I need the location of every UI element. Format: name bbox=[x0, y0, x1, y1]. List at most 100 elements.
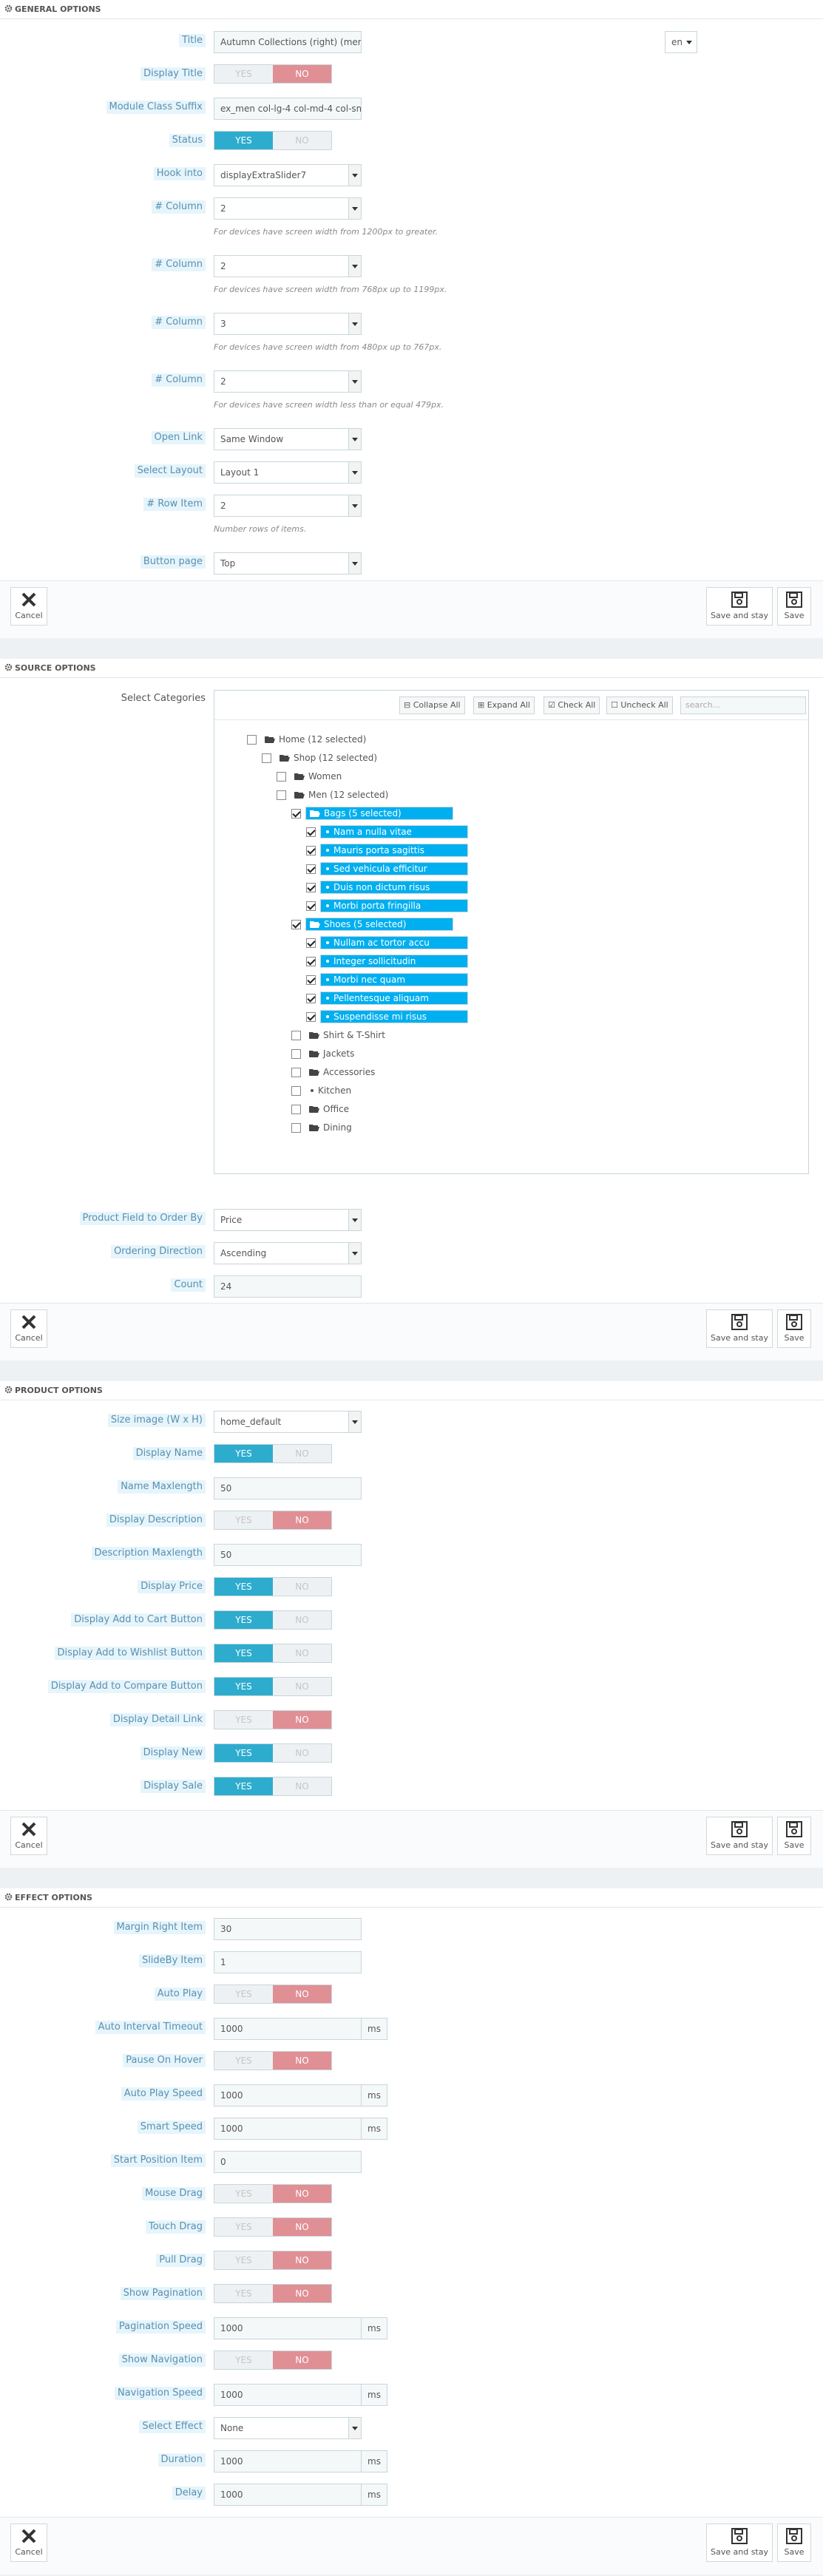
tree-node-checkbox[interactable] bbox=[306, 901, 316, 911]
display-price-switch[interactable]: YES NO bbox=[214, 1577, 332, 1596]
switch-no[interactable]: NO bbox=[295, 135, 309, 146]
tree-node[interactable]: Shirt & T-Shirt bbox=[291, 1028, 389, 1043]
tree-node[interactable]: Accessories bbox=[291, 1065, 379, 1079]
switch-no[interactable]: NO bbox=[273, 1711, 331, 1729]
switch-yes[interactable]: YES bbox=[235, 2355, 252, 2365]
column-xs-select[interactable]: 2 bbox=[214, 370, 362, 393]
switch-yes[interactable]: YES bbox=[235, 1715, 252, 1725]
tree-node-label[interactable]: Shoes (5 selected) bbox=[305, 918, 453, 931]
tree-node[interactable]: Kitchen bbox=[291, 1083, 355, 1098]
tree-node[interactable]: Morbi nec quam bbox=[306, 972, 468, 987]
switch-yes[interactable]: YES bbox=[235, 2255, 252, 2265]
name-maxlength-input[interactable]: 50 bbox=[214, 1477, 362, 1499]
tree-node[interactable]: Home (12 selected) bbox=[247, 732, 370, 747]
class-suffix-input[interactable]: ex_men col-lg-4 col-md-4 col-sm- bbox=[214, 98, 362, 120]
tree-node[interactable]: Mauris porta sagittis bbox=[306, 843, 468, 858]
switch-yes[interactable]: YES bbox=[214, 1578, 273, 1596]
effect-input[interactable]: 30 bbox=[214, 1918, 362, 1940]
tree-node-checkbox[interactable] bbox=[291, 1030, 301, 1040]
switch-no[interactable]: NO bbox=[295, 1448, 309, 1459]
save-button[interactable]: Save bbox=[777, 1309, 811, 1348]
language-select[interactable]: en bbox=[665, 31, 697, 53]
tree-node-label[interactable]: Accessories bbox=[305, 1065, 379, 1079]
tree-node-checkbox[interactable] bbox=[306, 993, 316, 1003]
tree-node-checkbox[interactable] bbox=[306, 1011, 316, 1022]
switch-no[interactable]: NO bbox=[273, 2052, 331, 2070]
tree-node[interactable]: Office bbox=[291, 1102, 353, 1116]
tree-node-label[interactable]: Nullam ac tortor accu bbox=[320, 936, 468, 949]
tree-node-label[interactable]: Nam a nulla vitae bbox=[320, 825, 468, 838]
switch-no[interactable]: NO bbox=[273, 2185, 331, 2203]
tree-node-checkbox[interactable] bbox=[291, 1085, 301, 1096]
switch-no[interactable]: NO bbox=[295, 1681, 309, 1692]
tree-node[interactable]: Jackets bbox=[291, 1046, 358, 1061]
display-name-switch[interactable]: YES NO bbox=[214, 1444, 332, 1463]
tree-node-checkbox[interactable] bbox=[291, 1104, 301, 1114]
add-to-compare-switch[interactable]: YES NO bbox=[214, 1677, 332, 1696]
tree-node-checkbox[interactable] bbox=[262, 753, 271, 763]
tree-node-label[interactable]: Sed vehicula efficitur bbox=[320, 862, 468, 875]
effect-input[interactable]: 1000 bbox=[214, 2018, 362, 2040]
uncheck-all-button[interactable]: ☐ Uncheck All bbox=[606, 696, 673, 714]
save-and-stay-button[interactable]: Save and stay bbox=[706, 1817, 773, 1855]
effect-input[interactable]: 1000 bbox=[214, 2484, 362, 2506]
switch-no[interactable]: NO bbox=[295, 1615, 309, 1625]
switch-yes[interactable]: YES bbox=[214, 132, 273, 149]
effect-input[interactable]: 1000 bbox=[214, 2450, 362, 2472]
tree-node-checkbox[interactable] bbox=[291, 1122, 301, 1133]
tree-node-checkbox[interactable] bbox=[247, 734, 257, 745]
tree-node[interactable]: Women bbox=[277, 769, 345, 784]
switch-yes[interactable]: YES bbox=[214, 1678, 273, 1695]
tree-node-checkbox[interactable] bbox=[306, 938, 316, 948]
display-description-switch[interactable]: YES NO bbox=[214, 1511, 332, 1530]
tree-node[interactable]: Duis non dictum risus bbox=[306, 880, 468, 895]
effect-input[interactable]: 1000 bbox=[214, 2118, 362, 2140]
tree-search-input[interactable]: search... bbox=[680, 696, 806, 714]
tree-node-label[interactable]: Dining bbox=[305, 1121, 356, 1134]
switch-yes[interactable]: YES bbox=[214, 1744, 273, 1762]
tree-node[interactable]: Nullam ac tortor accu bbox=[306, 935, 468, 950]
effect-switch[interactable]: YES NO bbox=[214, 2051, 332, 2070]
switch-yes[interactable]: YES bbox=[235, 69, 252, 79]
switch-no[interactable]: NO bbox=[273, 2218, 331, 2236]
expand-all-button[interactable]: ⊞ Expand All bbox=[473, 696, 535, 714]
display-sale-switch[interactable]: YES NO bbox=[214, 1777, 332, 1796]
switch-yes[interactable]: YES bbox=[235, 1989, 252, 1999]
detail-link-switch[interactable]: YES NO bbox=[214, 1710, 332, 1729]
tree-node-checkbox[interactable] bbox=[277, 771, 286, 782]
tree-node[interactable]: Bags (5 selected) bbox=[291, 806, 453, 821]
effect-input[interactable]: 1000 bbox=[214, 2317, 362, 2339]
switch-no[interactable]: NO bbox=[295, 1748, 309, 1758]
switch-no[interactable]: NO bbox=[273, 2251, 331, 2269]
switch-no[interactable]: NO bbox=[273, 1985, 331, 2003]
save-and-stay-button[interactable]: Save and stay bbox=[706, 587, 773, 626]
tree-node-checkbox[interactable] bbox=[306, 882, 316, 892]
save-button[interactable]: Save bbox=[777, 2524, 811, 2562]
tree-node-checkbox[interactable] bbox=[291, 808, 301, 818]
tree-node-label[interactable]: Home (12 selected) bbox=[261, 733, 370, 746]
open-link-select[interactable]: Same Window bbox=[214, 428, 362, 450]
cancel-button[interactable]: Cancel bbox=[10, 1817, 47, 1855]
hook-select[interactable]: displayExtraSlider7 bbox=[214, 164, 362, 186]
tree-node[interactable]: Sed vehicula efficitur bbox=[306, 861, 468, 876]
add-to-wishlist-switch[interactable]: YES NO bbox=[214, 1644, 332, 1663]
switch-yes[interactable]: YES bbox=[214, 1644, 273, 1662]
tree-node-label[interactable]: Morbi nec quam bbox=[320, 973, 468, 986]
effect-input[interactable]: 1 bbox=[214, 1951, 362, 1973]
tree-node[interactable]: Shoes (5 selected) bbox=[291, 917, 453, 932]
tree-node-label[interactable]: Pellentesque aliquam bbox=[320, 992, 468, 1005]
tree-node-label[interactable]: Women bbox=[291, 770, 345, 783]
switch-yes[interactable]: YES bbox=[214, 1777, 273, 1795]
tree-node-label[interactable]: Jackets bbox=[305, 1047, 358, 1060]
cancel-button[interactable]: Cancel bbox=[10, 2524, 47, 2562]
row-item-select[interactable]: 2 bbox=[214, 495, 362, 517]
effect-switch[interactable]: YES NO bbox=[214, 2217, 332, 2237]
tree-node-checkbox[interactable] bbox=[306, 975, 316, 985]
switch-no[interactable]: NO bbox=[295, 1648, 309, 1658]
tree-node[interactable]: Shop (12 selected) bbox=[262, 750, 381, 765]
switch-yes[interactable]: YES bbox=[214, 1611, 273, 1629]
add-to-cart-switch[interactable]: YES NO bbox=[214, 1610, 332, 1630]
tree-node[interactable]: Integer sollicitudin bbox=[306, 954, 468, 969]
cancel-button[interactable]: Cancel bbox=[10, 1309, 47, 1348]
switch-yes[interactable]: YES bbox=[235, 2288, 252, 2299]
